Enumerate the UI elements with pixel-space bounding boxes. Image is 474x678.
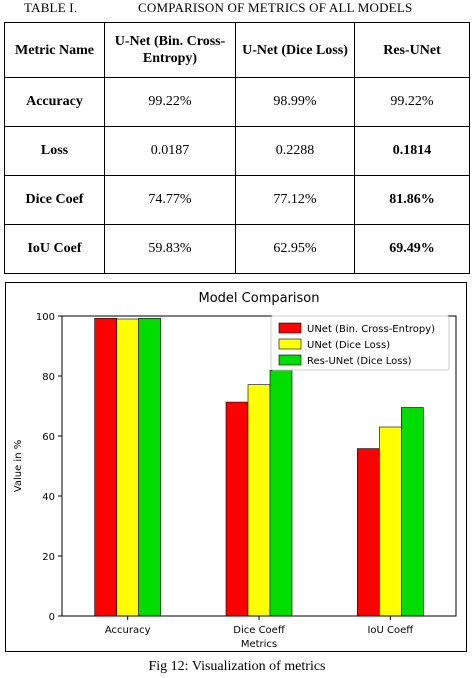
table-cell: 59.83% (104, 224, 236, 274)
table-cell-best: 0.1814 (354, 126, 470, 176)
table-cell-best: 81.86% (354, 175, 470, 225)
bar (247, 384, 271, 617)
table-row: Accuracy 99.22% 98.99% 99.22% (4, 77, 470, 127)
y-tick-label: 80 (42, 372, 55, 383)
chart-title: Model Comparison (199, 291, 320, 306)
table-row: Loss 0.0187 0.2288 0.1814 (4, 126, 470, 176)
legend-swatch (278, 338, 302, 350)
header-res-unet: Res-UNet (354, 22, 470, 78)
x-tick-label: Accuracy (105, 625, 151, 636)
bar (401, 407, 424, 617)
x-axis-label: Metrics (241, 639, 277, 650)
legend-swatch (278, 322, 302, 334)
y-tick-label: 20 (42, 552, 55, 563)
y-tick-label: 60 (42, 432, 55, 443)
bar (379, 426, 402, 617)
chart-figure: Model Comparison 0 20 40 60 80 100 Accuracy Dice… (5, 282, 467, 652)
legend-box (270, 315, 450, 371)
table-header-row: Metric Name U-Net (Bin. Cross-Entropy) U… (4, 22, 470, 78)
table-cell-best: 69.49% (354, 224, 470, 274)
table-cell: 98.99% (235, 77, 355, 127)
table-cell: 99.22% (354, 77, 470, 127)
table-cell: 0.0187 (104, 126, 236, 176)
table-cell: 0.2288 (235, 126, 355, 176)
y-tick-label: 100 (36, 312, 55, 323)
y-tick-label: 40 (42, 492, 55, 503)
table-cell: 77.12% (235, 175, 355, 225)
x-tick-label: IoU Coeff (367, 625, 414, 636)
metrics-table: Metric Name U-Net (Bin. Cross-Entropy) U… (4, 22, 470, 274)
header-unet-bce: U-Net (Bin. Cross-Entropy) (104, 22, 236, 78)
table-cell: 99.22% (104, 77, 236, 127)
legend-label: UNet (Bin. Cross-Entropy) (307, 324, 435, 335)
table-row: Dice Coef 74.77% 77.12% 81.86% (4, 175, 470, 225)
bar (225, 401, 249, 617)
bar (116, 318, 139, 617)
bar (138, 318, 161, 617)
row-label: Accuracy (4, 77, 105, 127)
table-title: COMPARISON OF METRICS OF ALL MODELS (138, 0, 413, 15)
legend-swatch (278, 354, 302, 366)
header-unet-dice: U-Net (Dice Loss) (235, 22, 355, 78)
figure-caption: Fig 12: Visualization of metrics (148, 659, 326, 674)
bar-chart: Model Comparison 0 20 40 60 80 100 Accuracy Dice… (13, 291, 457, 650)
y-tick-label: 0 (49, 612, 55, 623)
row-label: Dice Coef (4, 175, 105, 225)
legend-label: UNet (Dice Loss) (307, 340, 390, 351)
row-label: Loss (4, 126, 105, 176)
y-axis-label: Value in % (13, 440, 24, 492)
bar (94, 318, 117, 617)
x-tick-label: Dice Coeff (233, 625, 286, 636)
table-cell: 74.77% (104, 175, 236, 225)
table-row: IoU Coef 59.83% 62.95% 69.49% (4, 224, 470, 274)
header-metric-name: Metric Name (4, 22, 105, 78)
table-number: TABLE I. (24, 0, 78, 15)
legend-label: Res-UNet (Dice Loss) (307, 356, 412, 367)
table-caption: TABLE I. COMPARISON OF METRICS OF ALL MO… (0, 0, 474, 22)
table-cell: 62.95% (235, 224, 355, 274)
bar (357, 448, 380, 617)
bar (269, 370, 293, 617)
row-label: IoU Coef (4, 224, 105, 274)
